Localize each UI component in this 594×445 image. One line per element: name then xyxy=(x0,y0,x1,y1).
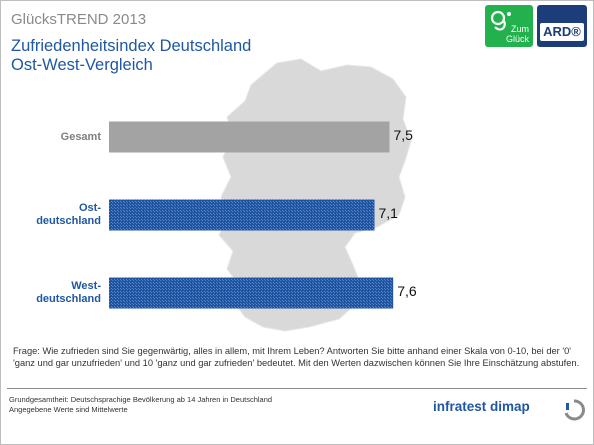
zum-glueck-line2: Glück xyxy=(505,34,529,44)
category-label-2-line-0: West- xyxy=(71,280,101,292)
bar-0 xyxy=(109,121,390,153)
brand-title: GlücksTREND 2013 xyxy=(11,11,147,28)
chart-title-line1: Zufriedenheitsindex Deutschland xyxy=(11,37,252,55)
chart-title: Zufriedenheitsindex Deutschland Ost-West… xyxy=(11,37,251,75)
bar-1 xyxy=(109,199,375,231)
footnote-line2: Angegebene Werte sind Mittelwerte xyxy=(9,404,128,414)
survey-question: Frage: Wie zufrieden sind Sie gegenwärti… xyxy=(13,346,580,368)
category-label-1: Ost-deutschland xyxy=(1,202,101,228)
ard-logo: ARD® xyxy=(537,5,587,47)
category-label-1-line-0: Ost- xyxy=(79,202,101,214)
clover-heart-icon xyxy=(490,10,511,31)
footnote-line1: Grundgesamtheit: Deutschsprachige Bevölk… xyxy=(9,395,273,404)
category-label-0: Gesamt xyxy=(1,131,101,144)
category-label-2-line-1: deutschland xyxy=(36,293,101,305)
category-label-0-line-0: Gesamt xyxy=(60,130,101,143)
value-label-2: 7,6 xyxy=(397,283,417,299)
infratest-dimap-logo-text: infratest dimap xyxy=(433,399,530,414)
chart-title-line2: Ost-West-Vergleich xyxy=(11,56,153,74)
bars xyxy=(109,121,394,309)
ard-logo-text: ARD® xyxy=(540,23,584,41)
category-label-2: West-deutschland xyxy=(1,280,101,306)
logos: Zum Glück ARD® xyxy=(485,5,589,51)
value-label-0: 7,5 xyxy=(393,127,413,143)
footnote: Grundgesamtheit: Deutschsprachige Bevölk… xyxy=(9,395,389,414)
zum-glueck-logo: Zum Glück xyxy=(485,5,533,47)
category-label-1-line-1: deutschland xyxy=(36,215,101,227)
footer-divider xyxy=(7,388,587,389)
zum-glueck-line1: Zum xyxy=(511,24,529,34)
bar-2 xyxy=(109,277,394,309)
infratest-dimap-icon xyxy=(564,399,585,421)
value-label-1: 7,1 xyxy=(378,205,398,221)
